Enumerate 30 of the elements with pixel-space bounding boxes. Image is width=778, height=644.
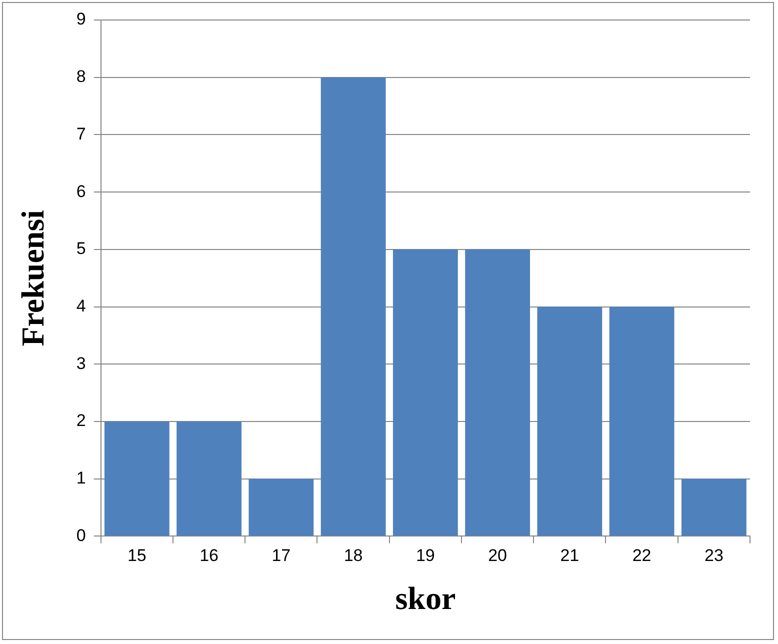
y-tick-label: 9	[76, 10, 86, 29]
x-tick-label: 21	[560, 546, 580, 566]
y-tick-label: 3	[76, 354, 86, 373]
x-tick-label: 19	[416, 546, 435, 566]
y-axis-title: Frekuensi	[14, 210, 50, 346]
bar	[465, 249, 530, 536]
bar	[248, 478, 314, 536]
x-tick-label: 15	[127, 546, 146, 566]
y-tick-label: 6	[76, 182, 86, 201]
bar	[537, 306, 602, 536]
y-tick-label: 7	[76, 124, 86, 144]
y-tick-label: 2	[76, 411, 86, 430]
y-tick-label: 8	[76, 67, 86, 86]
x-tick-label: 22	[632, 546, 652, 566]
x-tick-label: 23	[704, 546, 724, 566]
y-tick-label: 4	[76, 296, 86, 316]
bar	[681, 478, 746, 536]
x-tick-label: 20	[488, 546, 508, 566]
bar	[320, 77, 386, 536]
bar	[392, 249, 458, 536]
bar	[176, 421, 242, 536]
x-axis-title: skor	[395, 580, 456, 616]
x-tick-label: 17	[272, 546, 291, 566]
y-tick-label: 0	[76, 526, 86, 545]
y-tick-label: 1	[76, 468, 86, 488]
x-tick-label: 18	[344, 546, 363, 566]
x-tick-label: 16	[200, 546, 219, 566]
bar	[609, 306, 674, 536]
y-tick-label: 5	[76, 239, 86, 258]
bar	[104, 421, 170, 536]
